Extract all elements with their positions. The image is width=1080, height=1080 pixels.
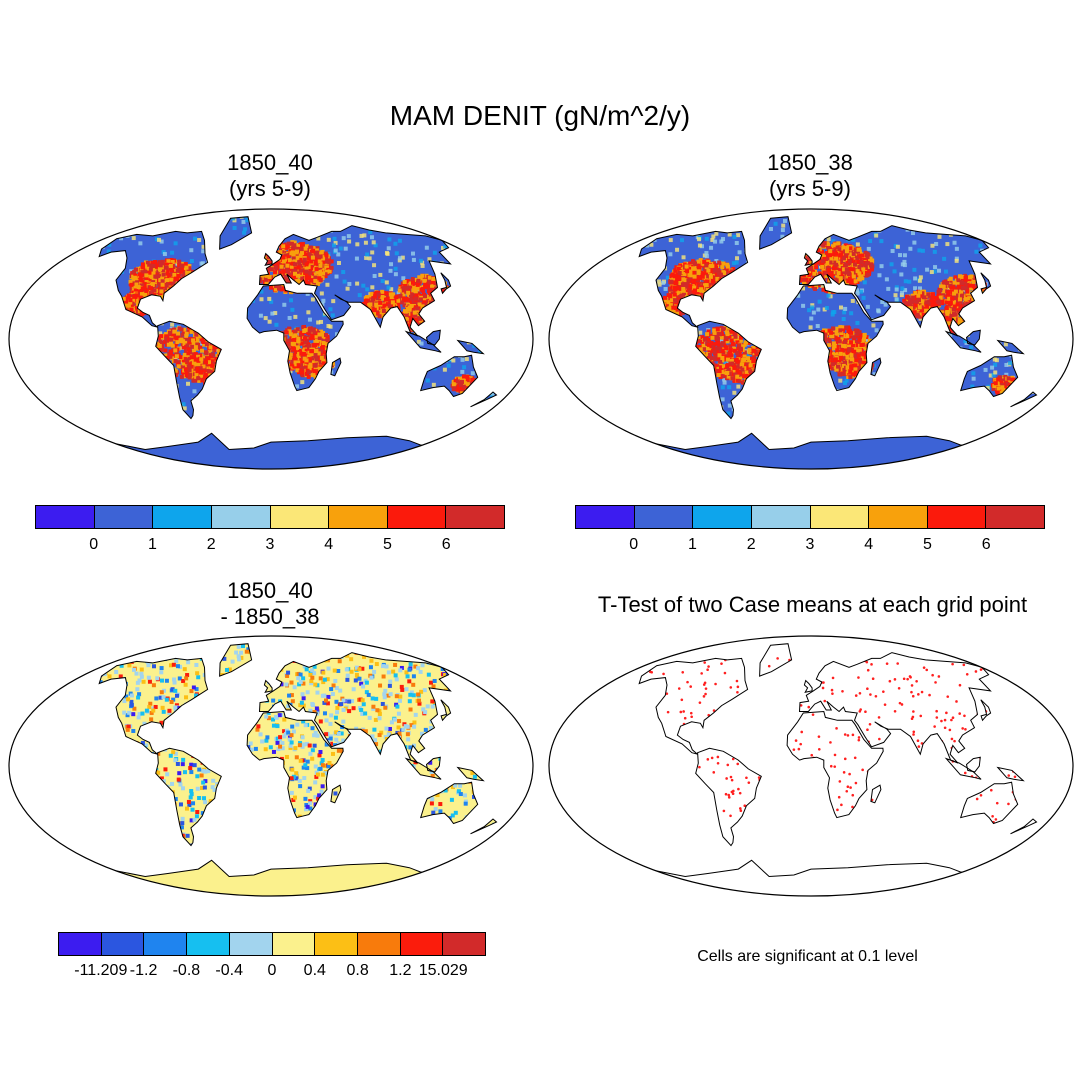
colorbar-panel-2-swatch [693, 506, 752, 528]
colorbar-panel-2 [575, 505, 1045, 529]
land-nz [1010, 819, 1037, 834]
land-indonesia [946, 758, 982, 780]
map-border [548, 208, 1074, 470]
panel-3-title-line1: 1850_40 [227, 578, 313, 603]
land-eurasia [799, 652, 991, 764]
colorbar-panel-1-swatch [270, 506, 330, 528]
colorbar-panel-1-tick-label: 2 [206, 536, 216, 553]
colorbar-panel-2-swatch [810, 506, 870, 528]
colorbar-diff-swatch [357, 933, 401, 955]
land-newguinea [457, 340, 484, 354]
panel-1-title: 1850_40 (yrs 5-9) [120, 150, 420, 202]
land-africa [247, 711, 344, 818]
colorbar-diff-tick-label: 0 [267, 962, 277, 979]
colorbar-panel-1-tick-label: 1 [148, 536, 157, 553]
colorbar-panel-2-tick-label: 3 [805, 536, 815, 553]
colorbar-diff-swatch [443, 933, 486, 955]
colorbar-panel-1-tick-label: 4 [324, 536, 334, 553]
land-nz [1010, 392, 1037, 407]
land-borneo [426, 330, 441, 345]
panel-1-title-line2: (yrs 5-9) [229, 176, 311, 201]
colorbar-diff-tick-label: -0.8 [172, 962, 201, 979]
colorbar-diff [58, 932, 486, 956]
land-nz [470, 819, 497, 834]
colorbar-panel-2-tick-label: 1 [688, 536, 697, 553]
colorbar-diff-swatch [144, 933, 188, 955]
colorbar-panel-2-swatch [751, 506, 811, 528]
map-border [548, 635, 1074, 897]
colorbar-diff-swatch [272, 933, 316, 955]
colorbar-diff-tick-label: 1.2 [389, 962, 412, 979]
map-panel-2 [548, 208, 1074, 470]
colorbar-panel-1-swatch [94, 506, 154, 528]
colorbar-diff-tick-label: -0.4 [215, 962, 243, 979]
panel-3-title: 1850_40 - 1850_38 [120, 578, 420, 630]
colorbar-panel-2-swatch [986, 506, 1044, 528]
land-australia [960, 782, 1018, 824]
colorbar-diff-swatch [315, 933, 358, 955]
land-samerica [155, 748, 222, 846]
colorbar-panel-1-tick-label: 6 [441, 536, 451, 553]
colorbar-diff-tick-label: -1.2 [129, 962, 158, 979]
map-border [8, 635, 534, 897]
land-newguinea [997, 767, 1024, 781]
panel-2-title-line2: (yrs 5-9) [769, 176, 851, 201]
colorbar-diff-swatch [229, 933, 273, 955]
colorbar-panel-1 [35, 505, 505, 529]
land-antarctica [647, 860, 970, 896]
colorbar-panel-2-tick-label: 5 [923, 536, 932, 553]
colorbar-panel-1-tick-label: 5 [383, 536, 392, 553]
colorbar-diff-tick-label: 15.029 [418, 962, 468, 979]
land-antarctica [107, 860, 430, 896]
colorbar-panel-1-swatch [329, 506, 388, 528]
map-panel-3 [8, 635, 534, 897]
colorbar-diff-swatch [101, 933, 145, 955]
colorbar-panel-2-swatch [869, 506, 928, 528]
panel-4-title-line1: T-Test of two Case means at each grid po… [597, 592, 1028, 617]
map-panel-4 [548, 635, 1074, 897]
panel-2-title-line1: 1850_38 [767, 150, 853, 175]
colorbar-panel-1-swatch [446, 506, 504, 528]
colorbar-panel-2-swatch [634, 506, 694, 528]
land-borneo [966, 757, 981, 772]
colorbar-diff-swatch [59, 933, 102, 955]
colorbar-panel-1-swatch [387, 506, 447, 528]
colorbar-panel-2-tick-label: 2 [746, 536, 756, 553]
land-uk [264, 680, 273, 693]
colorbar-diff-tick-label: -11.209 [74, 962, 128, 979]
map-panel-1 [8, 208, 534, 470]
land-borneo [966, 330, 981, 345]
land-greenland [219, 216, 252, 250]
colorbar-panel-1-tick-label: 0 [89, 536, 99, 553]
colorbar-diff-swatch [187, 933, 230, 955]
land-indonesia [406, 331, 442, 353]
colorbar-panel-1-swatch [211, 506, 271, 528]
panel-4-title: T-Test of two Case means at each grid po… [545, 592, 1080, 618]
colorbar-panel-2-tick-label: 0 [629, 536, 639, 553]
land-uk [804, 680, 813, 693]
land-greenland [759, 643, 792, 677]
significance-note: Cells are significant at 0.1 level [697, 948, 918, 965]
figure-title: MAM DENIT (gN/m^2/y) [389, 100, 691, 131]
land-antarctica [107, 433, 430, 469]
panel-3-title-line2: - 1850_38 [220, 604, 320, 629]
colorbar-panel-1-tick-label: 3 [265, 536, 275, 553]
colorbar-panel-2-tick-label: 4 [864, 536, 874, 553]
colorbar-panel-2-swatch [927, 506, 987, 528]
colorbar-diff-swatch [400, 933, 444, 955]
colorbar-panel-1-swatch [36, 506, 95, 528]
colorbar-panel-1-swatch [153, 506, 212, 528]
colorbar-diff-tick-label: 0.8 [346, 962, 369, 979]
land-antarctica [647, 433, 970, 469]
colorbar-diff-tick-label: 0.4 [303, 962, 326, 979]
panel-1-title-line1: 1850_40 [227, 150, 313, 175]
map-border [8, 208, 534, 470]
panel-2-title: 1850_38 (yrs 5-9) [660, 150, 960, 202]
land-namerica [639, 658, 748, 755]
colorbar-panel-2-tick-label: 6 [981, 536, 991, 553]
colorbar-panel-2-swatch [576, 506, 635, 528]
